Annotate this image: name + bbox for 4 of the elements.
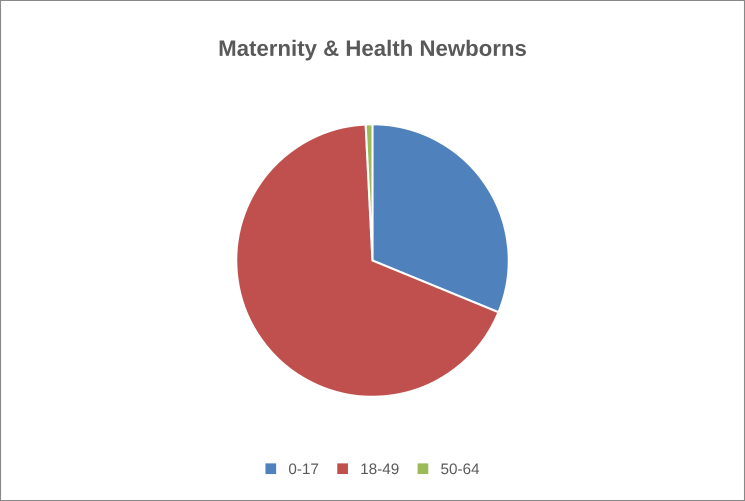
legend-label: 18-49 [361,463,399,474]
legend-label: 50-64 [441,463,480,474]
chart-title: Maternity & Health Newborns [220,40,526,60]
legend-label: 0-17 [288,463,318,474]
